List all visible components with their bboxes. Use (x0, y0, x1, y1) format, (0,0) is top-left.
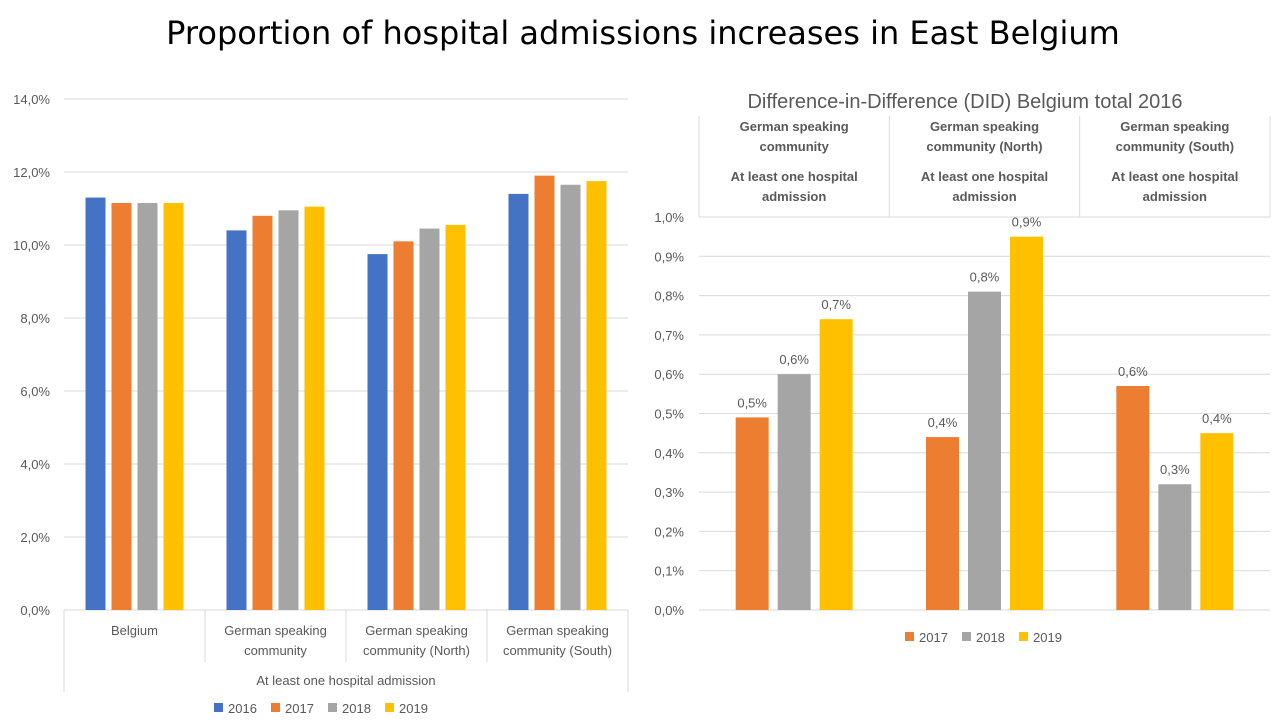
category-header-name: community (South) (1116, 139, 1234, 154)
category-header-measure: At least one hospital (1111, 169, 1238, 184)
bar-2019-2 (1010, 236, 1043, 610)
category-header-name: German speaking (1120, 119, 1229, 134)
legend-swatch-2016 (214, 703, 223, 712)
x-category-label: German speaking (506, 623, 609, 638)
category-header-measure: admission (762, 189, 826, 204)
category-header-name: community (759, 139, 829, 154)
y-tick-label: 1,0% (654, 210, 684, 225)
bar-2016-4 (508, 193, 529, 610)
data-label: 0,7% (821, 297, 851, 312)
legend-label-2019: 2019 (399, 701, 428, 716)
legend-swatch-2018 (962, 632, 971, 641)
data-label: 0,5% (737, 395, 767, 410)
x-group-label: At least one hospital admission (256, 673, 435, 688)
legend-swatch-2019 (1019, 632, 1028, 641)
bar-2019-2 (304, 206, 325, 611)
category-header-name: community (North) (926, 139, 1042, 154)
data-label: 0,4% (928, 415, 958, 430)
bar-2017-3 (1116, 385, 1150, 610)
legend-swatch-2018 (328, 703, 337, 712)
legend-swatch-2017 (905, 632, 914, 641)
bar-2018-3 (419, 228, 440, 610)
y-tick-label: 0,7% (654, 328, 684, 343)
bar-2019-1 (163, 203, 184, 610)
bar-2016-3 (367, 254, 388, 610)
bar-2017-1 (111, 203, 132, 610)
legend-swatch-2019 (385, 703, 394, 712)
bar-2017-2 (252, 215, 273, 611)
chart-title: Difference-in-Difference (DID) Belgium t… (747, 91, 1182, 113)
bar-2018-1 (137, 203, 158, 610)
x-category-label: Belgium (111, 623, 158, 638)
x-category-label: German speaking (224, 623, 327, 638)
bar-2017-2 (926, 437, 959, 610)
x-category-label: German speaking (365, 623, 468, 638)
category-header-measure: At least one hospital (921, 169, 1048, 184)
y-tick-label: 0,8% (654, 289, 684, 304)
slide-title: Proportion of hospital admissions increa… (166, 14, 1120, 52)
y-tick-label: 0,3% (654, 485, 684, 500)
category-header-measure: admission (1143, 189, 1207, 204)
bar-2018-2 (968, 291, 1001, 610)
y-tick-label: 0,0% (20, 603, 50, 618)
bar-2018-4 (560, 184, 581, 610)
bar-2018-2 (278, 210, 299, 610)
legend-label-2018: 2018 (342, 701, 371, 716)
bar-2017-4 (534, 175, 555, 610)
data-label: 0,8% (970, 270, 1000, 285)
bar-2017-3 (393, 241, 414, 610)
y-tick-label: 0,2% (654, 524, 684, 539)
admissions-bar-chart: 0,0% 2,0% 4,0% 6,0% 8,0% 10,0% 12,0% 14,0% Belgi… (13, 92, 629, 716)
legend-label-2018: 2018 (976, 630, 1005, 645)
y-tick-label: 6,0% (20, 384, 50, 399)
y-tick-label: 0,5% (654, 407, 684, 422)
bar-2016-1 (85, 197, 106, 611)
y-tick-label: 14,0% (13, 92, 50, 107)
did-bar-chart: Difference-in-Difference (DID) Belgium t… (654, 91, 1271, 645)
category-header-name: German speaking (930, 119, 1039, 134)
y-tick-label: 10,0% (13, 238, 50, 253)
bar-2016-2 (226, 230, 247, 610)
legend-label-2019: 2019 (1033, 630, 1062, 645)
legend-swatch-2017 (271, 703, 280, 712)
x-category-label: community (244, 643, 307, 658)
category-header-measure: admission (952, 189, 1016, 204)
bar-2019-3 (445, 224, 466, 611)
legend-label-2016: 2016 (228, 701, 257, 716)
bar-2018-3 (1158, 484, 1192, 610)
data-label: 0,3% (1160, 462, 1190, 477)
y-tick-label: 0,1% (654, 564, 684, 579)
bar-2019-4 (586, 181, 607, 610)
category-header-measure: At least one hospital (731, 169, 858, 184)
data-label: 0,6% (779, 352, 809, 367)
y-tick-label: 2,0% (20, 530, 50, 545)
category-header-name: German speaking (740, 119, 849, 134)
data-label: 0,6% (1118, 364, 1148, 379)
y-tick-label: 12,0% (13, 165, 50, 180)
bar-2019-1 (819, 319, 853, 610)
y-tick-label: 0,9% (654, 249, 684, 264)
x-category-label: community (North) (363, 643, 470, 658)
y-tick-label: 0,4% (654, 446, 684, 461)
legend-label-2017: 2017 (285, 701, 314, 716)
y-tick-label: 0,6% (654, 367, 684, 382)
data-label: 0,4% (1202, 411, 1232, 426)
bar-2017-1 (735, 417, 769, 610)
bar-2019-3 (1200, 433, 1234, 610)
legend-label-2017: 2017 (919, 630, 948, 645)
bar-2018-1 (777, 374, 811, 610)
y-tick-label: 8,0% (20, 311, 50, 326)
x-category-label: community (South) (503, 643, 612, 658)
y-tick-label: 4,0% (20, 457, 50, 472)
y-tick-label: 0,0% (654, 603, 684, 618)
data-label: 0,9% (1012, 215, 1042, 230)
